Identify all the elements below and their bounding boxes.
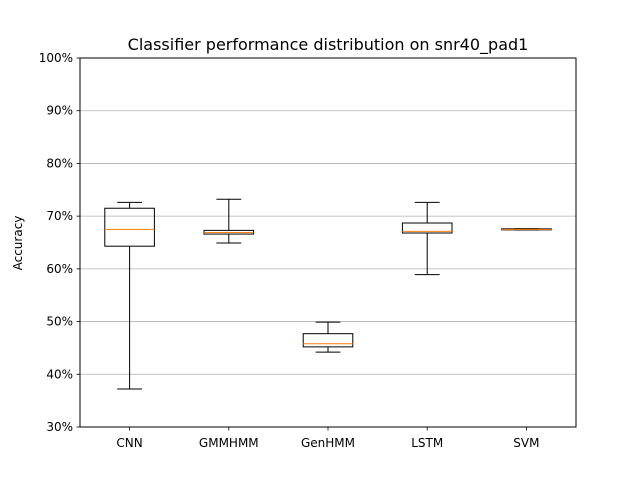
y-tick-label: 50% [46,315,73,329]
y-axis-label: Accuracy [11,216,25,271]
box-plot-gmmhmm [203,198,255,244]
y-tick-label: 70% [46,209,73,223]
y-tick-label: 90% [46,104,73,118]
box-plot-cnn [104,201,155,390]
box-plot-lstm [401,201,453,276]
chart-title: Classifier performance distribution on s… [128,35,529,55]
y-tick-label: 80% [46,156,73,170]
y-tick-label: 100% [39,51,73,65]
y-tick-label: 60% [46,262,73,276]
y-tick-label: 40% [46,367,73,381]
grid-lines [80,110,576,375]
box-plot-genhmm [302,321,354,353]
axes: 30% 40% 50% 60% 70% 80% 90% 100% CNN GMMHMM GenHMM… [39,51,540,450]
iqr-box [302,333,354,348]
x-tick-label: CNN [116,436,142,450]
box-plot-svm [501,228,552,231]
box-plots [104,198,552,390]
x-tick-label: GenHMM [301,436,355,450]
y-tick-label: 30% [46,420,73,434]
x-tick-label: LSTM [411,436,443,450]
x-tick-label: GMMHMM [199,436,259,450]
iqr-box [104,207,155,247]
iqr-box [401,222,453,234]
x-tick-label: SVM [513,436,539,450]
